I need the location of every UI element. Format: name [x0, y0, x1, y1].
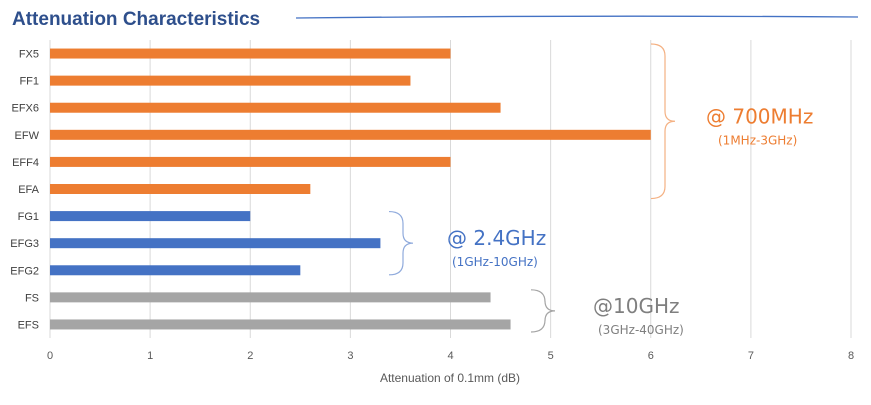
x-tick-label: 0	[47, 350, 53, 362]
title-underline	[295, 15, 859, 19]
bar-fx5	[50, 48, 451, 59]
category-label: EFX6	[11, 103, 39, 115]
bar-fg1	[50, 211, 251, 222]
bar-efw	[50, 129, 651, 140]
bar-efs	[50, 319, 511, 330]
x-tick-label: 3	[347, 350, 353, 362]
x-tick-labels: 0 1 2 3 4 5 6 7 8	[47, 350, 854, 362]
group-annotations: @ 700MHz (1MHz-3GHz) @ 2.4GHz (1GHz-10GHz) @…	[388, 43, 813, 337]
gridlines	[49, 40, 852, 338]
group-range-label: (1MHz-3GHz)	[718, 133, 797, 147]
bar-ff1	[50, 75, 411, 86]
category-label: FF1	[19, 76, 39, 88]
group-label: @ 2.4GHz	[447, 226, 546, 250]
bars	[50, 48, 651, 330]
bar-efg2	[50, 265, 301, 276]
x-axis-label: Attenuation of 0.1mm (dB)	[380, 371, 520, 385]
category-label: FS	[25, 292, 39, 304]
bar-efg3	[50, 238, 381, 249]
chart-title: Attenuation Characteristics	[12, 9, 260, 30]
bar-efa	[50, 184, 311, 194]
x-tick-label: 7	[748, 350, 754, 362]
group-range-label: (3GHz-40GHz)	[598, 323, 684, 337]
category-label: FG1	[18, 211, 39, 223]
category-label: EFF4	[12, 157, 39, 169]
category-label: EFW	[15, 130, 40, 142]
category-label: EFA	[18, 184, 39, 196]
x-tick-label: 6	[648, 350, 654, 362]
category-label: EFS	[18, 319, 39, 331]
group-brace	[530, 289, 556, 333]
x-tick-label: 5	[548, 350, 554, 362]
x-tick-label: 8	[848, 350, 854, 362]
x-tick-label: 1	[147, 350, 153, 362]
bar-fs	[50, 292, 491, 303]
group-label: @10GHz	[593, 294, 679, 318]
category-label: EFG2	[10, 265, 39, 277]
category-label: EFG3	[10, 238, 39, 250]
group-range-label: (1GHz-10GHz)	[452, 255, 538, 269]
category-labels: FX5 FF1 EFX6 EFW EFF4 EFA FG1 EFG3 EFG2 FS EFS	[10, 49, 39, 332]
bar-efx6	[50, 102, 501, 113]
group-brace	[650, 43, 676, 200]
x-tick-label: 2	[247, 350, 253, 362]
bar-eff4	[50, 156, 451, 167]
category-label: FX5	[19, 49, 39, 61]
x-tick-label: 4	[447, 350, 453, 362]
group-brace	[388, 210, 414, 276]
group-label: @ 700MHz	[706, 104, 813, 128]
